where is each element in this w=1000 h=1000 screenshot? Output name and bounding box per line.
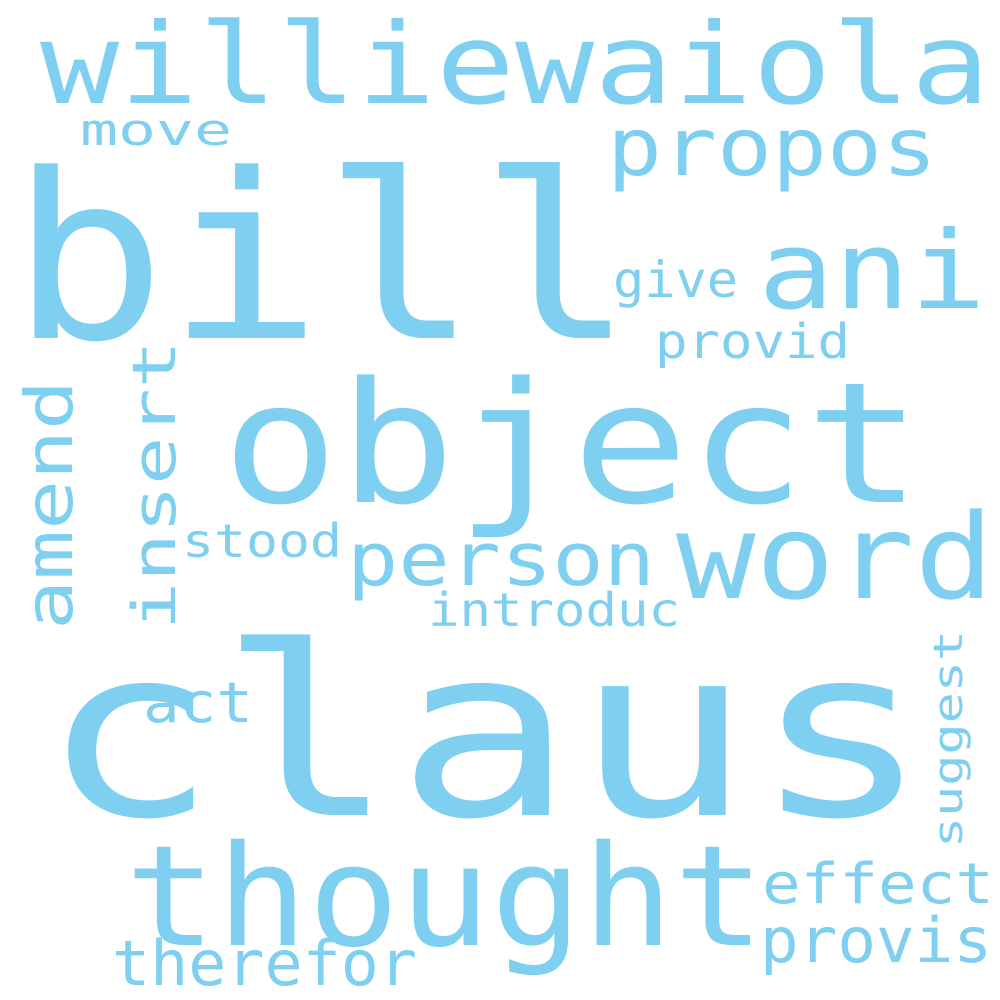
word-introduc: introduc [428, 583, 680, 637]
word-amend: amend [11, 380, 88, 630]
word-williewaiola: williewaiola [40, 0, 990, 130]
word-give: give [613, 251, 738, 309]
word-provis: provis [760, 904, 992, 977]
word-suggest: suggest [926, 630, 972, 848]
word-thought: thought [125, 816, 765, 979]
word-propos: propos [607, 101, 937, 194]
word-claus: claus [40, 596, 930, 871]
word-provid: provid [655, 314, 850, 370]
word-insert: insert [120, 340, 190, 630]
word-person: person [347, 517, 655, 603]
word-therefor: therefor [112, 927, 417, 1000]
word-effect: effect [762, 852, 994, 917]
word-ani: ani [758, 209, 986, 334]
word-act: act [143, 671, 253, 736]
word-stood: stood [182, 514, 342, 568]
word-object: object [222, 346, 922, 542]
word-bill: bill [10, 126, 635, 393]
word-move: move [80, 105, 232, 156]
word-word: word [676, 488, 994, 626]
